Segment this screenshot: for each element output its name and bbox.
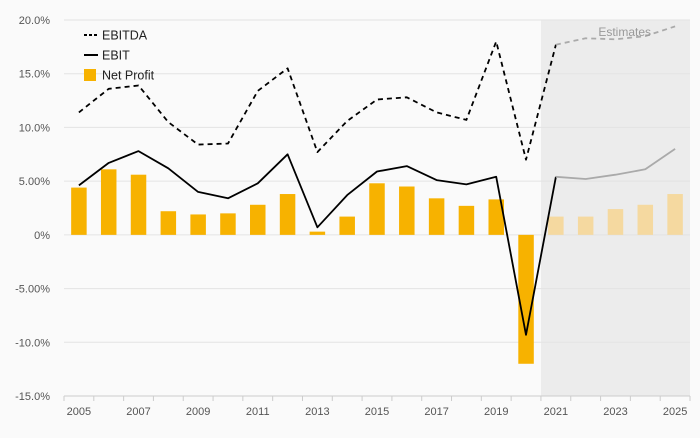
net-profit-bar	[577, 216, 594, 235]
ebitda-legend-label: EBITDA	[102, 29, 148, 43]
net-profit-bar	[100, 169, 117, 235]
net-profit-legend-swatch	[84, 69, 96, 81]
legend: EBITDA EBIT Net Profit	[84, 29, 155, 83]
net-profit-bar	[667, 194, 683, 235]
x-tick-label: 2009	[186, 406, 210, 418]
net-profit-bars	[71, 169, 683, 364]
y-tick-label: 5.00%	[19, 176, 50, 188]
estimates-region	[540, 20, 690, 396]
net-profit-bar	[250, 204, 266, 235]
net-profit-bar	[428, 198, 445, 235]
net-profit-bar	[488, 199, 504, 235]
ebit-line	[78, 150, 557, 336]
x-tick-label: 2019	[484, 406, 508, 418]
net-profit-bar	[279, 194, 296, 235]
x-tick-label: 2025	[663, 406, 687, 418]
net-profit-bar	[190, 214, 206, 235]
net-profit-bar	[130, 174, 147, 235]
net-profit-bar	[160, 211, 177, 235]
net-profit-bar	[309, 231, 326, 235]
x-tick-label: 2013	[305, 406, 329, 418]
x-tick-label: 2017	[424, 406, 448, 418]
y-tick-label: 10.0%	[19, 122, 50, 134]
y-tick-label: 20.0%	[19, 15, 50, 27]
y-tick-label: -10.0%	[15, 337, 50, 349]
net-profit-bar	[607, 209, 624, 235]
x-tick-label: 2015	[365, 406, 389, 418]
ebitda-estimate-line	[555, 25, 676, 46]
x-tick-label: 2005	[67, 406, 91, 418]
net-profit-bar	[71, 187, 87, 235]
y-tick-label: 15.0%	[19, 69, 50, 81]
x-tick-label: 2007	[126, 406, 150, 418]
line-series	[78, 25, 676, 336]
x-tick-label: 2023	[603, 406, 627, 418]
net-profit-legend-label: Net Profit	[102, 69, 155, 83]
net-profit-bar	[339, 216, 355, 235]
net-profit-bar	[518, 234, 534, 364]
x-tick-label: 2011	[246, 406, 270, 418]
ebit-estimate-line	[555, 148, 676, 180]
ebit-legend-label: EBIT	[102, 49, 130, 63]
y-tick-label: 0%	[34, 230, 50, 242]
net-profit-bar	[399, 186, 415, 235]
axes: -15.0% -10.0% -5.00% 0% 5.00% 10.0% 15.0% 20.0%…	[15, 15, 691, 418]
net-profit-bar	[220, 213, 236, 235]
net-profit-bar	[637, 204, 654, 235]
y-tick-label: -15.0%	[15, 391, 50, 403]
estimates-label: Estimates	[598, 25, 651, 39]
estimates-shade	[540, 20, 690, 396]
net-profit-bar	[458, 205, 475, 235]
x-tick-label: 2021	[544, 406, 568, 418]
net-profit-bar	[548, 216, 564, 235]
net-profit-bar	[369, 183, 385, 235]
ebitda-line	[78, 40, 557, 161]
y-tick-label: -5.00%	[15, 284, 50, 296]
